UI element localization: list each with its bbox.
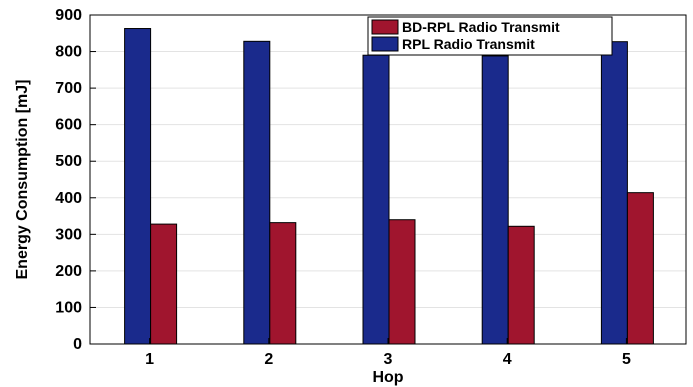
y-tick-label: 400	[55, 190, 82, 207]
x-tick-label: 5	[622, 351, 631, 368]
bars	[124, 28, 654, 345]
legend-entry-label: RPL Radio Transmit	[402, 36, 535, 52]
bar-rpl-hop-3	[362, 54, 390, 345]
legend-swatch	[371, 36, 399, 52]
y-tick-label: 900	[55, 7, 82, 24]
bar-bd-rpl-hop-3	[388, 219, 416, 345]
bar-bd-rpl-hop-4	[507, 225, 535, 345]
legend-swatch	[371, 19, 399, 35]
bar-rpl-hop-2	[243, 40, 271, 345]
y-axis-ticks: 0 100 200 300 400 500 600 700 800 900	[55, 7, 96, 353]
x-axis-title: Hop	[372, 369, 403, 386]
bar-rpl-hop-4	[481, 55, 509, 345]
bar-bd-rpl-hop-2	[269, 222, 297, 345]
y-tick-label: 600	[55, 117, 82, 134]
y-tick-label: 700	[55, 80, 82, 97]
y-tick-label: 500	[55, 153, 82, 170]
y-tick-label: 200	[55, 263, 82, 280]
x-tick-label: 2	[264, 351, 273, 368]
x-tick-label: 4	[503, 351, 512, 368]
legend-entry-label: BD-RPL Radio Transmit	[402, 19, 560, 35]
x-tick-label: 3	[384, 351, 393, 368]
bar-bd-rpl-hop-5	[626, 192, 654, 345]
y-tick-label: 300	[55, 226, 82, 243]
y-tick-label: 800	[55, 44, 82, 61]
bar-bd-rpl-hop-1	[150, 223, 178, 345]
legend-box	[367, 16, 613, 56]
bar-rpl-hop-1	[124, 28, 152, 345]
x-tick-label: 1	[145, 351, 154, 368]
y-tick-label: 0	[73, 336, 82, 353]
y-tick-label: 100	[55, 299, 82, 316]
y-axis-title: Energy Consumption [mJ]	[14, 79, 31, 279]
bar-rpl-hop-5	[600, 41, 628, 345]
x-axis-ticks: 1 2 3 4 5	[145, 338, 631, 368]
